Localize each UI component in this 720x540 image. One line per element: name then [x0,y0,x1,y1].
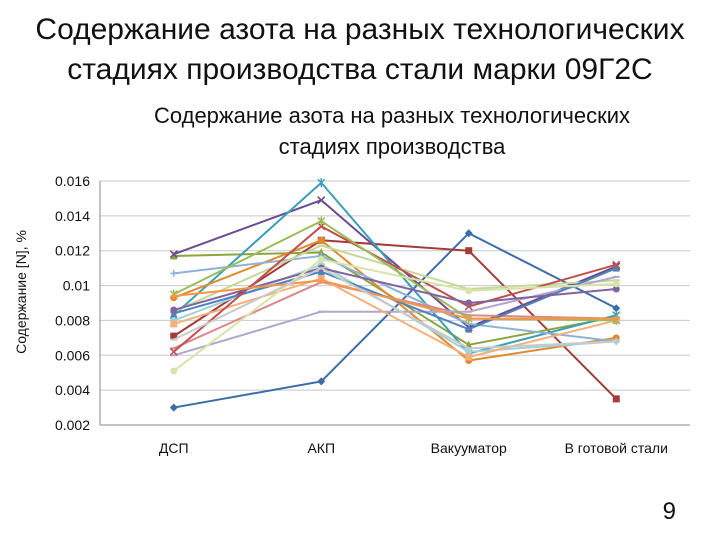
y-tick-label: 0.01 [63,278,90,294]
chart-title-line-1: Содержание азота на разных технологическ… [154,103,630,128]
y-tick-label: 0.016 [55,173,90,189]
y-tick-label: 0.014 [55,208,90,224]
data-point [170,320,178,328]
slide-title-line-1: Содержание азота на разных технологическ… [35,13,685,46]
series-line [173,275,617,357]
x-tick-label: ДСП [159,440,189,456]
y-axis-label: Содержание [N], % [13,230,29,354]
series-line [173,279,617,320]
data-point [169,250,178,259]
data-point [465,353,473,361]
chart-title-line-2: стадиях производства [279,134,507,159]
data-point [465,287,473,295]
data-point [170,306,178,314]
series-line [173,277,617,359]
slide-title: Содержание азота на разных технологическ… [0,10,720,90]
y-tick-label: 0.006 [55,347,90,363]
page-number: 9 [662,498,676,525]
data-point [317,247,325,256]
data-point [612,263,620,272]
data-point [317,236,325,244]
data-point [465,315,473,323]
data-point [170,292,178,300]
data-point [612,260,621,269]
y-tick-label: 0.002 [55,417,90,433]
data-point [465,247,473,255]
data-point [612,315,620,323]
data-point [170,251,178,260]
data-point [169,347,178,356]
data-point [612,280,620,288]
data-point [612,304,621,313]
axis-layer: 0.016 0.014 0.012 0.01 0.008 0.006 0.004 0.002 Д… [55,173,690,456]
series-17 [170,276,620,323]
data-point [464,229,473,238]
data-point [169,403,178,412]
data-point [612,285,620,293]
series-layer [169,178,621,412]
series-10 [170,275,620,357]
data-point [612,395,620,403]
y-tick-label: 0.008 [55,312,90,328]
data-point [317,178,326,188]
y-tick-label: 0.004 [55,382,90,398]
data-point [317,276,325,284]
series-line [173,267,617,350]
data-point [317,255,325,263]
data-point [317,377,326,386]
data-point [170,269,178,277]
slide-title-line-2: стадиях производства стали марки 09Г2С [67,53,653,86]
data-point [317,196,326,205]
series-19 [170,267,620,350]
data-point [465,324,473,333]
data-point [317,216,326,226]
data-point [170,367,178,375]
x-tick-label: АКП [307,440,335,456]
data-point [170,332,178,340]
y-tick-label: 0.012 [55,243,90,259]
data-point [465,299,473,307]
x-tick-label: Вакууматор [431,440,507,456]
series-18 [170,255,620,375]
series-line [173,220,617,322]
series-line [173,258,617,372]
series-line [173,254,617,343]
x-tick-label: В готовой стали [565,440,668,456]
